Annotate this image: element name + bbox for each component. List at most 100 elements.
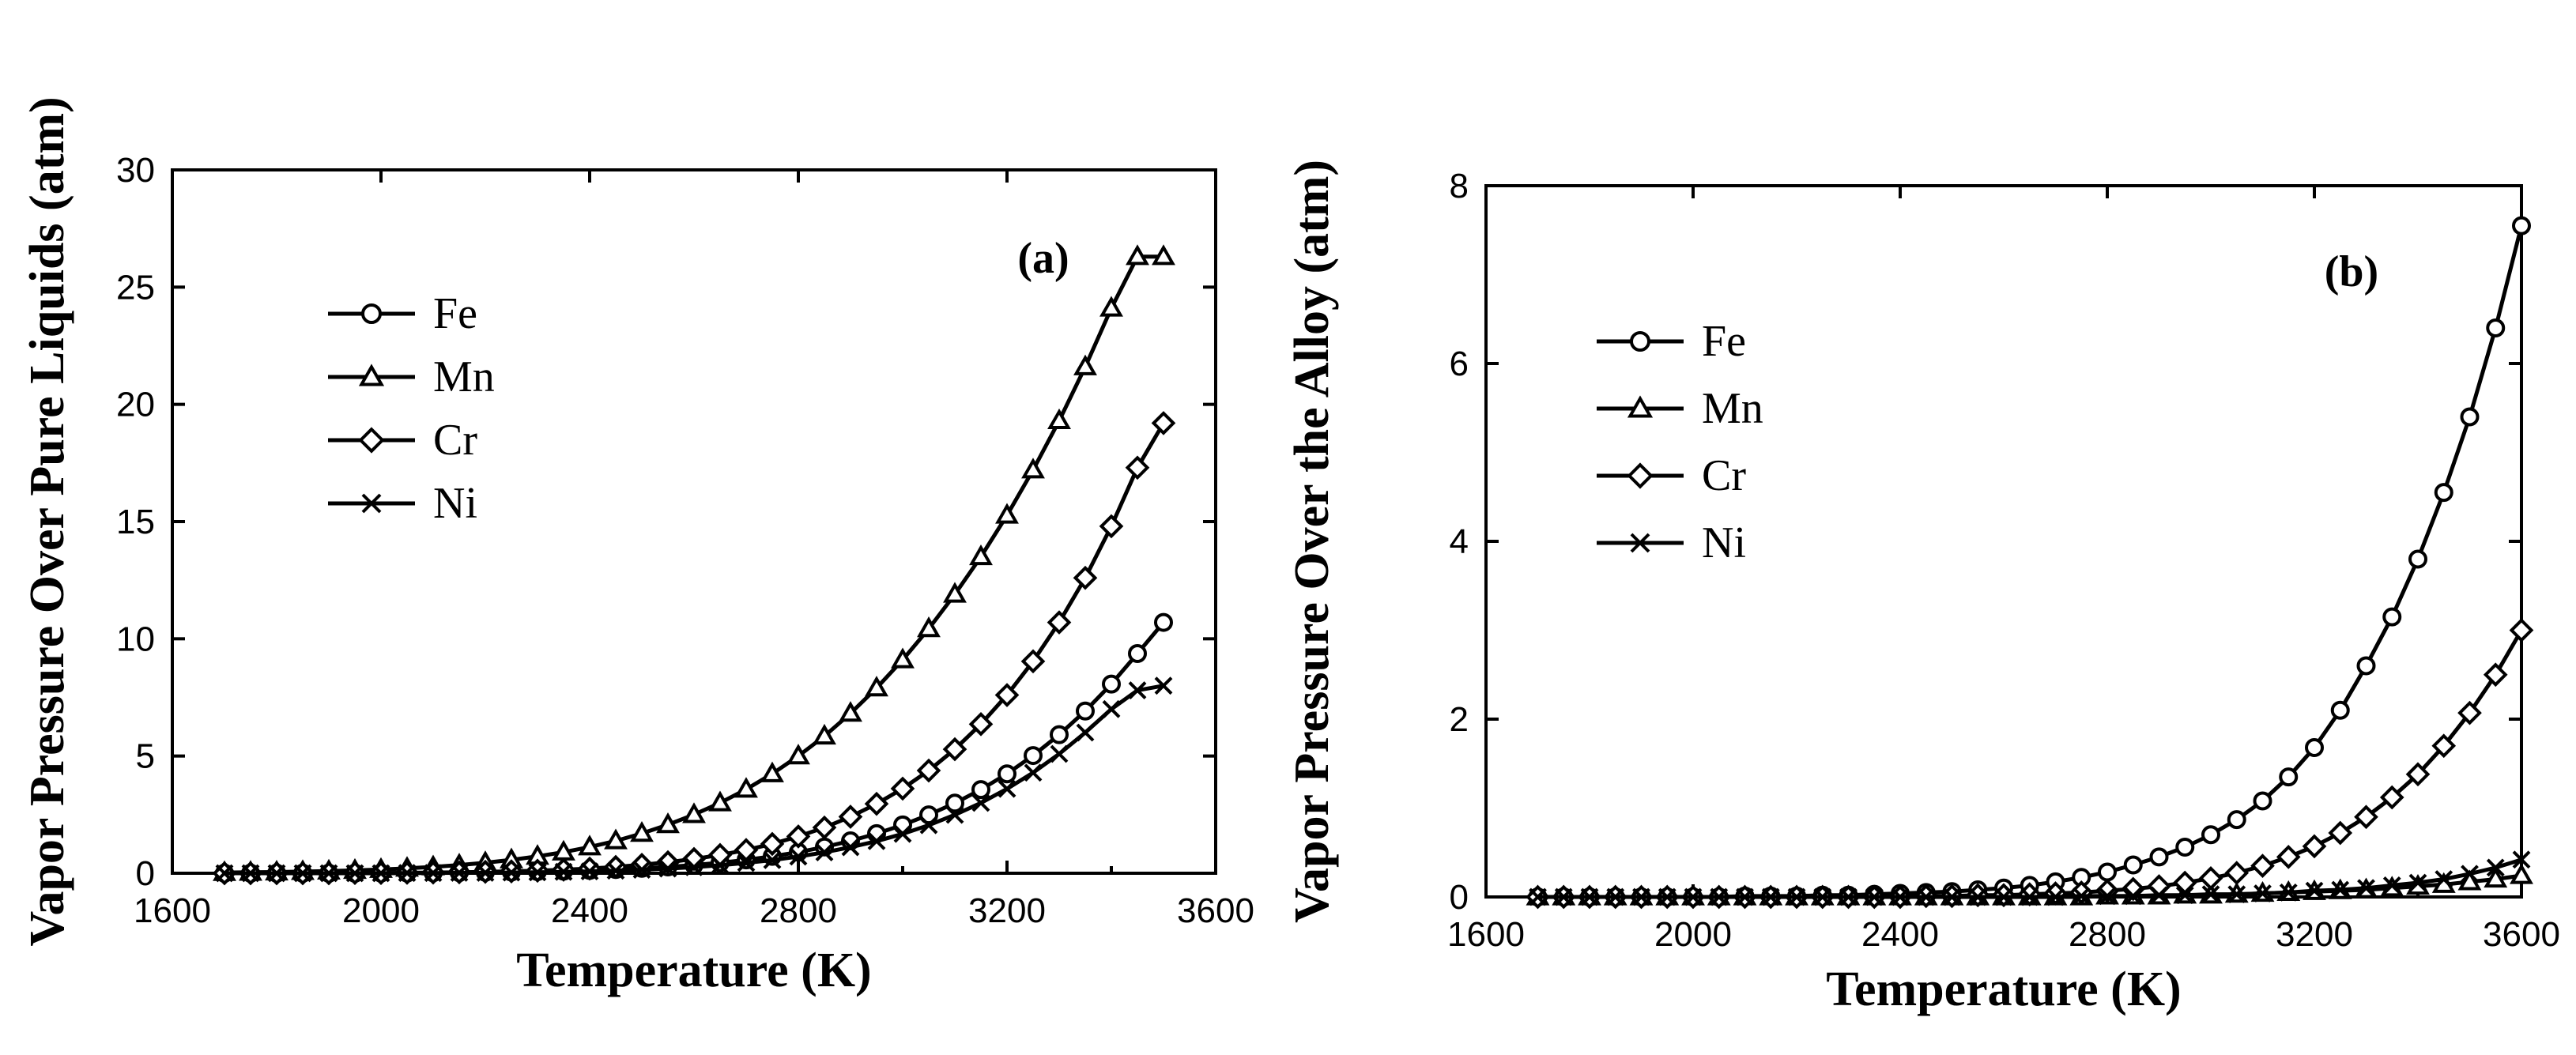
series-mn — [213, 244, 1175, 881]
data-point-mn — [865, 676, 888, 697]
data-point-fe — [2149, 847, 2169, 867]
data-point-ni — [319, 864, 338, 883]
data-point-cr — [2121, 876, 2146, 902]
y-axis-title: Vapor Pressure Over Pure Liquids (atm) — [21, 96, 74, 946]
data-point-ni — [2461, 865, 2479, 884]
data-point-ni — [1736, 887, 1754, 906]
data-point-cr — [2354, 804, 2378, 830]
data-point-ni — [1128, 681, 1147, 700]
data-point-cr — [2483, 662, 2508, 688]
series-ni — [1529, 850, 2531, 906]
series-line-fe — [1537, 224, 2524, 899]
data-point-fe — [2512, 216, 2531, 235]
data-point-fe — [1128, 644, 1147, 664]
data-point-ni — [1684, 887, 1703, 906]
data-point-mn — [2510, 863, 2533, 884]
data-point-ni — [737, 853, 756, 872]
panel-label: (b) — [2325, 247, 2378, 296]
data-point-ni — [2175, 886, 2194, 905]
data-point-fe — [2279, 767, 2299, 787]
x-tick-label: 2800 — [760, 891, 837, 930]
data-point-cr — [916, 758, 941, 783]
data-point-fe — [2486, 318, 2506, 337]
data-point-ni — [2512, 850, 2531, 869]
x-tick-label: 2800 — [2069, 915, 2146, 954]
data-point-fe — [1076, 701, 1095, 721]
data-point-cr — [2509, 618, 2534, 642]
data-point-ni — [2357, 879, 2375, 898]
data-point-mn — [1073, 354, 1097, 375]
data-point-ni — [1529, 887, 1547, 906]
data-point-ni — [1580, 887, 1599, 906]
data-point-ni — [372, 864, 390, 883]
legend-label: Fe — [1702, 317, 1746, 366]
data-point-ni — [971, 793, 990, 812]
data-point-fe — [2434, 483, 2453, 503]
x-tick-label: 3600 — [1177, 891, 1254, 930]
data-point-ni — [763, 850, 782, 869]
data-point-ni — [658, 859, 677, 878]
data-point-fe — [2227, 810, 2246, 830]
data-point-mn — [604, 828, 628, 850]
data-point-ni — [2227, 885, 2246, 904]
data-point-cr — [2276, 845, 2301, 869]
data-point-ni — [1968, 887, 1987, 906]
data-point-ni — [789, 847, 808, 866]
data-point-ni — [1813, 887, 1832, 906]
data-point-fe — [2382, 607, 2402, 627]
data-point-mn — [760, 761, 784, 782]
legend-label: Ni — [1702, 518, 1746, 567]
data-point-ni — [2279, 883, 2298, 902]
data-point-cr — [786, 824, 811, 849]
x-axis-title: Temperature (K) — [1826, 963, 2181, 1016]
data-point-mn — [786, 744, 810, 765]
data-point-ni — [450, 863, 469, 882]
data-point-cr — [1125, 455, 1150, 480]
data-point-mn — [1099, 296, 1123, 317]
data-point-fe — [919, 805, 938, 825]
data-point-ni — [1994, 887, 2013, 906]
data-point-mn — [943, 582, 967, 603]
x-tick-label: 3600 — [2483, 915, 2560, 954]
data-point-ni — [528, 863, 547, 882]
y-tick-label: 0 — [1450, 878, 1469, 917]
chart-panel-1: 1600 2000 2400 2800 3200 3600 0 2 4 6 8 Temperature… — [1285, 160, 2560, 1016]
data-point-cr — [2198, 866, 2223, 891]
data-point-mn — [1152, 244, 1175, 266]
data-point-cr — [2431, 733, 2457, 759]
x-tick-label: 3200 — [2276, 915, 2353, 954]
series-cr — [1526, 618, 2534, 910]
series-fe — [1528, 216, 2531, 906]
data-point-fe — [1102, 674, 1121, 694]
data-point-fe — [2201, 825, 2220, 845]
data-point-fe — [945, 793, 964, 813]
data-point-mn — [995, 503, 1019, 524]
data-point-ni — [424, 864, 443, 883]
data-point-ni — [867, 831, 886, 850]
data-point-fe — [2123, 855, 2143, 875]
data-point-ni — [215, 864, 234, 883]
y-tick-label: 6 — [1450, 345, 1469, 383]
data-point-ni — [345, 864, 364, 883]
data-point-mn — [839, 701, 862, 722]
legend-marker — [361, 493, 382, 514]
data-point-cr — [1099, 514, 1124, 539]
legend-label: Fe — [433, 289, 477, 338]
legend-marker — [361, 303, 382, 324]
data-point-ni — [502, 863, 521, 882]
data-point-cr — [760, 831, 785, 857]
x-tick-label: 2000 — [1654, 915, 1732, 954]
data-point-mn — [552, 839, 575, 861]
series-ni — [215, 676, 1173, 883]
data-point-ni — [1917, 887, 1936, 906]
data-point-mn — [891, 647, 915, 669]
data-point-fe — [2408, 549, 2427, 569]
y-axis-title: Vapor Pressure Over the Alloy (atm) — [1285, 160, 1339, 923]
data-point-ni — [2435, 870, 2453, 888]
legend-item-cr: Cr — [1597, 451, 1746, 500]
data-point-fe — [2356, 656, 2376, 676]
data-point-ni — [1554, 887, 1573, 906]
data-point-ni — [293, 864, 312, 883]
data-point-cr — [1073, 565, 1098, 590]
data-point-ni — [1076, 723, 1095, 742]
